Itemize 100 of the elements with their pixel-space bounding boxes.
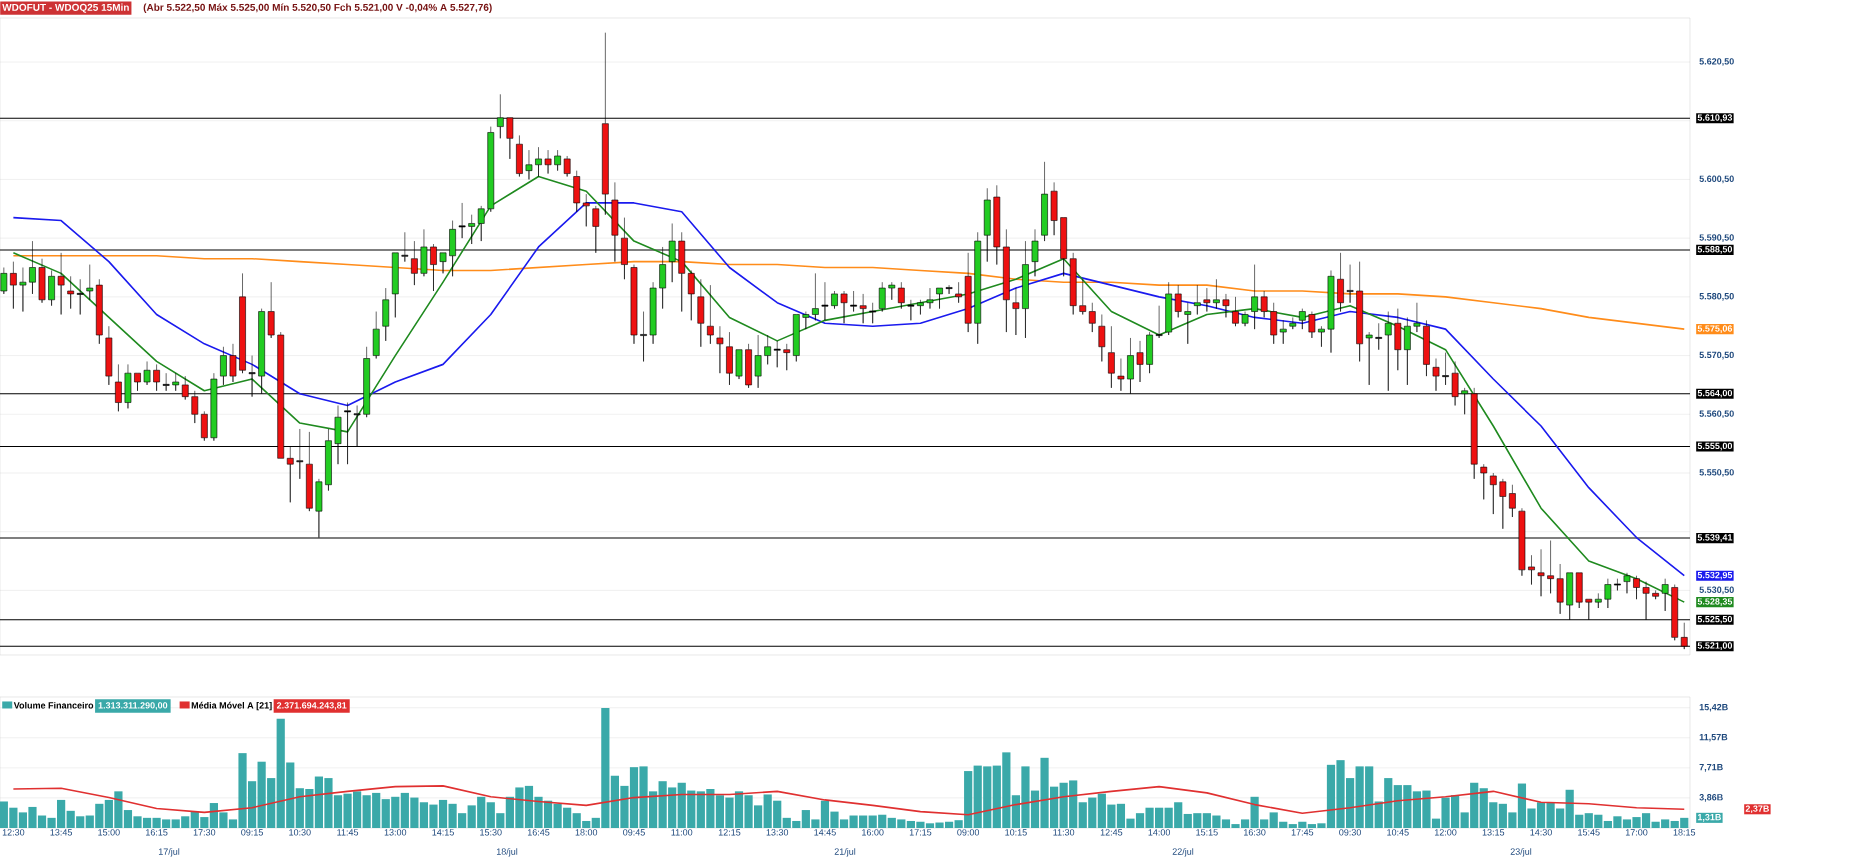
x-tick-label: 12:45: [1100, 829, 1123, 836]
x-tick-label: 14:15: [432, 829, 454, 836]
y-tick-label: 5.560,50: [1699, 410, 1734, 419]
x-tick-label: 17:00: [1625, 829, 1648, 836]
x-tick-label: 11:30: [1053, 829, 1075, 836]
candlestick: [964, 252, 972, 333]
candlestick: [1337, 252, 1344, 312]
candlestick: [850, 290, 857, 312]
candlestick: [945, 284, 953, 295]
candlestick: [525, 149, 533, 180]
candlestick: [468, 214, 476, 245]
candlestick: [1050, 182, 1058, 236]
candlestick: [773, 340, 781, 368]
candlestick: [754, 334, 762, 389]
candlestick: [821, 281, 829, 321]
candlestick: [897, 281, 905, 309]
candlestick: [888, 281, 896, 301]
candlestick: [630, 264, 638, 345]
candlestick: [716, 325, 724, 374]
candlestick: [1174, 284, 1182, 318]
candlestick: [172, 372, 180, 392]
candlestick: [10, 261, 17, 309]
chart-title: WDOFUT - WDOQ25 15Min: [2, 3, 129, 13]
candlestick: [1241, 311, 1249, 327]
candlestick: [1404, 317, 1411, 386]
candlestick: [382, 287, 390, 342]
x-tick-label: 13:15: [1482, 829, 1505, 836]
x-tick-label: 15:45: [1578, 829, 1600, 836]
candlestick: [707, 284, 714, 345]
candlestick: [1594, 593, 1602, 609]
candlestick: [1041, 161, 1048, 242]
y-tick-label: 7,71B: [1699, 764, 1723, 772]
text: 1,31B: [1697, 814, 1721, 822]
candlestick: [1184, 302, 1192, 345]
ref-line-label: 5.610,93: [1697, 114, 1733, 123]
chart-subtitle: (Abr 5.522,50 Máx 5.525,00 Mín 5.520,50 Fch 5.521,00 V -0,04% A 5.527,76): [143, 3, 492, 13]
candlestick: [1499, 478, 1507, 530]
x-tick-label: 13:30: [766, 829, 789, 836]
ref-line-label: 5.525,50: [1697, 615, 1733, 624]
candlestick: [859, 293, 867, 324]
candlestick: [687, 270, 695, 321]
y-tick-label: 3,86B: [1699, 794, 1723, 802]
candlestick: [0, 267, 8, 295]
candlestick: [745, 343, 752, 389]
ref-line-label: 5.564,00: [1697, 389, 1733, 398]
candlestick: [1537, 549, 1545, 597]
text: 5.575,06: [1697, 325, 1733, 333]
candlestick: [792, 314, 800, 362]
candlestick: [38, 258, 46, 304]
candlestick: [1298, 308, 1306, 330]
candlestick: [802, 311, 810, 330]
candlestick: [582, 193, 590, 227]
y-tick-label: 5.580,50: [1699, 293, 1734, 301]
candlestick: [544, 149, 552, 174]
candlestick: [1308, 311, 1316, 339]
candlestick: [955, 281, 962, 304]
candlestick: [1442, 352, 1449, 386]
x-tick-label: 12:30: [2, 829, 25, 836]
y-tick-label: 5.570,50: [1699, 351, 1734, 360]
candlestick: [48, 270, 55, 306]
candlestick: [1098, 314, 1106, 362]
x-tick-label: 17:15: [909, 829, 932, 836]
candlestick: [86, 264, 94, 301]
candlestick: [554, 149, 561, 171]
candlestick: [162, 372, 170, 392]
annotation: 2.371.694.243,81: [276, 702, 347, 710]
x-tick-label: 11:45: [337, 829, 359, 836]
candlestick: [573, 170, 581, 213]
x-tick-label: 09:15: [241, 829, 263, 836]
candlestick: [67, 276, 75, 309]
candlestick: [1652, 590, 1659, 600]
candlestick: [869, 302, 877, 324]
candlestick: [1088, 302, 1096, 333]
candlestick: [1423, 320, 1430, 377]
candlestick: [783, 343, 791, 371]
ref-line-label: 5.539,41: [1697, 534, 1733, 542]
y-tick-label: 5.620,50: [1699, 58, 1734, 66]
candlestick: [917, 299, 924, 315]
x-tick-label: 12:00: [1434, 829, 1457, 836]
candlestick: [1547, 540, 1554, 594]
x-tick-label: 10:45: [1387, 829, 1409, 836]
y-tick-label: 11,57B: [1699, 733, 1728, 742]
candlestick: [1480, 463, 1488, 500]
x-tick-label: 18:00: [575, 829, 598, 836]
text: 18/jul: [496, 848, 518, 857]
x-tick-label: 16:45: [527, 829, 550, 836]
text: 17/jul: [158, 848, 180, 857]
candlestick: [105, 325, 113, 386]
candlestick: [1117, 358, 1125, 392]
candlestick: [1556, 563, 1564, 615]
x-tick-label: 14:00: [1148, 829, 1171, 836]
x-tick-label: 11:00: [671, 829, 693, 836]
candlestick: [487, 126, 495, 213]
candlestick: [1661, 578, 1669, 612]
candlestick: [143, 361, 151, 386]
candlestick: [1575, 572, 1583, 609]
candlestick: [764, 334, 772, 365]
candlestick: [1614, 578, 1621, 591]
candlestick: [57, 252, 65, 315]
candlestick: [926, 287, 934, 309]
